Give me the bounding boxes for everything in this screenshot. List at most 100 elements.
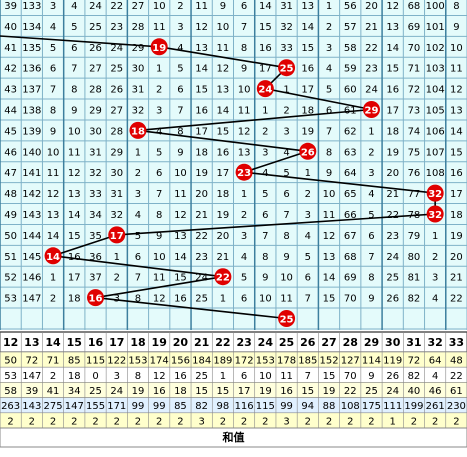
grid-cell: 5	[135, 231, 141, 242]
grid-cell: 32	[110, 210, 123, 221]
grid-cell: 27	[89, 64, 102, 75]
grid-cell: 30	[89, 126, 102, 137]
grid-cell: 7	[135, 273, 141, 284]
stats-cell: 17	[238, 386, 251, 397]
grid-cell: 6	[368, 231, 374, 242]
grid-cell: 18	[386, 126, 399, 137]
ball-number: 14	[46, 252, 60, 263]
grid-cell: 100	[426, 1, 445, 12]
stats-cell: 6	[241, 371, 247, 382]
stats-cell: 2	[241, 416, 247, 427]
grid-cell: 24	[195, 273, 208, 284]
grid-cell: 5	[326, 85, 332, 96]
stats-cell: 9	[368, 371, 374, 382]
grid-cell: 7	[241, 22, 247, 33]
grid-cell: 19	[450, 231, 463, 242]
grid-cell: 26	[89, 43, 102, 54]
grid-cell: 30	[132, 64, 145, 75]
grid-cell: 8	[453, 1, 459, 12]
grid-cell: 11	[153, 273, 166, 284]
grid-cell: 25	[89, 22, 102, 33]
ball	[278, 59, 296, 77]
stats-cell: 2	[114, 416, 120, 427]
grid-cell: 16	[174, 294, 187, 305]
header-cell: 30	[385, 336, 401, 349]
grid-cell: 3	[156, 106, 162, 117]
grid-cell: 2	[262, 126, 268, 137]
ball-number: 32	[428, 189, 442, 200]
stats-cell: 50	[4, 356, 17, 367]
grid-cell: 31	[132, 85, 145, 96]
grid-cell: 11	[238, 106, 251, 117]
grid-cell: 35	[89, 231, 102, 242]
grid-cell: 13	[174, 231, 187, 242]
grid-cell: 14	[195, 64, 208, 75]
stats-cell: 153	[256, 356, 275, 367]
grid-cell: 147	[22, 294, 41, 305]
stats-cell: 71	[47, 356, 60, 367]
grid-cell: 62	[344, 126, 357, 137]
grid-cell: 23	[110, 22, 123, 33]
stats-cell: 2	[50, 416, 56, 427]
grid-cell: 20	[195, 189, 208, 200]
header-cell: 14	[45, 336, 61, 349]
grid-cell: 4	[283, 147, 289, 158]
grid-cell: 8	[326, 147, 332, 158]
grid-cell: 12	[68, 168, 81, 179]
grid-cell: 6	[50, 64, 56, 75]
grid-cell: 16	[301, 64, 314, 75]
grid-cell: 2	[156, 85, 162, 96]
grid-cell: 18	[450, 210, 463, 221]
stats-cell: 2	[177, 416, 183, 427]
grid-cell: 5	[71, 22, 77, 33]
grid-cell: 40	[4, 22, 17, 33]
grid-cell: 145	[22, 252, 41, 263]
grid-cell: 5	[305, 252, 311, 263]
grid-cell: 1	[368, 126, 374, 137]
grid-cell: 10	[153, 252, 166, 263]
grid-cell: 58	[344, 43, 357, 54]
grid-cell: 8	[50, 106, 56, 117]
grid-cell: 6	[326, 106, 332, 117]
stats-cell: 34	[68, 386, 81, 397]
grid-cell: 23	[365, 64, 378, 75]
stats-cell: 39	[25, 386, 38, 397]
grid-cell: 20	[386, 168, 399, 179]
grid-cell: 1	[114, 252, 120, 263]
header-cell: 29	[364, 336, 379, 349]
stats-cell: 2	[50, 371, 56, 382]
grid-cell: 53	[4, 294, 17, 305]
grid-cell: 15	[323, 294, 336, 305]
grid-cell: 31	[89, 147, 102, 158]
grid-cell: 4	[368, 189, 374, 200]
stats-cell: 2	[411, 416, 417, 427]
grid-cell: 69	[344, 273, 357, 284]
ball	[426, 184, 444, 202]
stats-cell: 99	[280, 401, 293, 412]
stats-cell: 16	[153, 386, 166, 397]
stats-cell: 61	[450, 386, 463, 397]
stats-cell: 185	[298, 356, 317, 367]
stats-cell: 8	[135, 371, 141, 382]
stats-cell: 46	[429, 386, 442, 397]
grid-cell: 3	[50, 1, 56, 12]
grid-cell: 17	[259, 64, 272, 75]
grid-cell: 19	[386, 147, 399, 158]
grid-cell: 14	[450, 126, 463, 137]
grid-cell: 12	[47, 189, 60, 200]
grid-cell: 42	[4, 64, 17, 75]
stats-cell: 94	[301, 401, 314, 412]
grid-cell: 18	[195, 147, 208, 158]
header-cell: 17	[109, 336, 124, 349]
stats-cell: 2	[7, 416, 13, 427]
grid-cell: 9	[283, 252, 289, 263]
grid-cell: 2	[114, 273, 120, 284]
grid-cell: 13	[386, 22, 399, 33]
grid-cell: 30	[110, 168, 123, 179]
grid-cell: 16	[195, 106, 208, 117]
grid-cell: 31	[280, 1, 293, 12]
grid-cell: 5	[50, 43, 56, 54]
stats-cell: 10	[259, 371, 272, 382]
grid-cell: 7	[50, 85, 56, 96]
grid-cell: 138	[22, 106, 41, 117]
